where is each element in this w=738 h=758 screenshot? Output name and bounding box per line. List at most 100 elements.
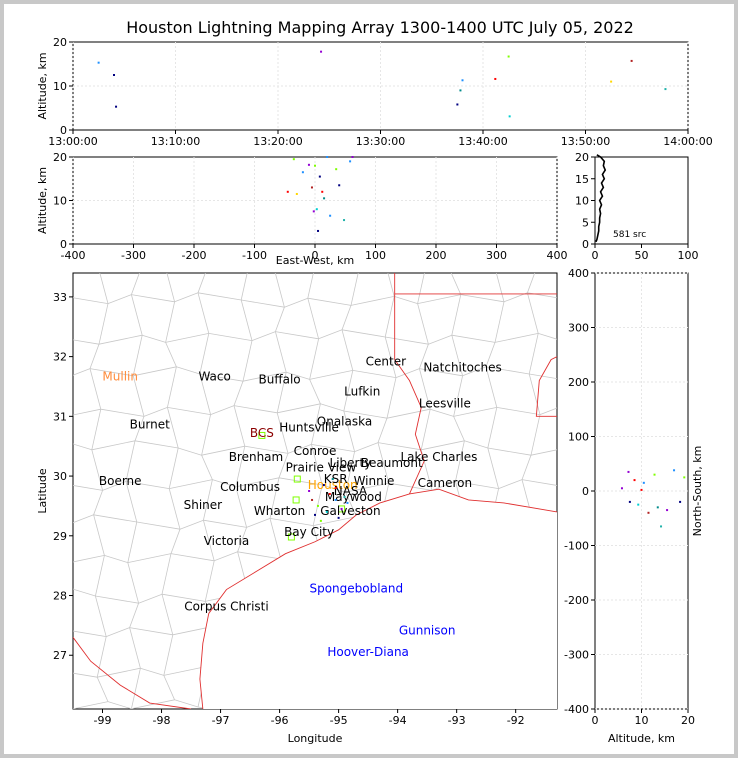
- place-label: Beaumont: [361, 456, 423, 470]
- county-border: [309, 370, 353, 380]
- county-border: [212, 479, 236, 488]
- place-label: Galveston: [320, 504, 380, 518]
- county-border: [269, 518, 314, 526]
- place-label: Gunnison: [399, 623, 456, 637]
- source-point: [321, 190, 324, 193]
- county-border: [322, 484, 346, 493]
- place-label: Houston: [308, 478, 358, 492]
- county-border: [169, 479, 213, 489]
- x-axis-label: Longitude: [288, 732, 343, 745]
- county-border: [131, 294, 143, 336]
- x-tick-label: -99: [94, 714, 112, 727]
- county-border: [313, 516, 357, 526]
- y-tick-label: 31: [53, 410, 67, 423]
- y-tick-label: 0: [60, 238, 67, 251]
- county-border: [494, 333, 539, 343]
- place-label: Winnie: [354, 474, 395, 488]
- county-border: [275, 307, 285, 332]
- y-tick-label: 400: [568, 267, 589, 280]
- county-border: [460, 294, 505, 303]
- county-border: [388, 482, 433, 491]
- y-tick-label: 10: [575, 195, 589, 208]
- source-point: [312, 210, 315, 213]
- county-border: [494, 301, 505, 343]
- county-border: [73, 297, 109, 304]
- y-tick-label: 0: [60, 124, 67, 137]
- county-border: [178, 447, 202, 456]
- place-label: Mullin: [102, 370, 138, 384]
- x-tick-label: 14:00:00: [663, 135, 712, 148]
- county-border: [125, 481, 138, 523]
- county-border: [309, 379, 321, 404]
- source-point: [660, 525, 663, 528]
- county-border: [163, 666, 208, 676]
- x-tick-label: 0: [592, 249, 599, 262]
- county-border: [73, 701, 109, 709]
- x-tick-label: 13:40:00: [458, 135, 507, 148]
- place-label: Prairie View: [286, 460, 357, 474]
- county-border: [73, 368, 91, 376]
- county-border: [133, 366, 177, 377]
- county-border: [142, 334, 166, 343]
- county-border: [528, 333, 539, 375]
- x-tick-label: -200: [182, 249, 207, 262]
- county-border: [417, 303, 429, 345]
- x-tick-label: -98: [153, 714, 171, 727]
- county-border: [167, 407, 211, 415]
- county-border: [131, 699, 175, 709]
- county-border: [462, 366, 487, 377]
- county-border: [73, 408, 101, 416]
- source-point: [317, 229, 320, 232]
- county-border: [350, 296, 395, 306]
- source-point: [308, 490, 311, 492]
- source-point: [310, 186, 313, 189]
- source-point: [325, 510, 328, 513]
- county-border: [354, 442, 379, 452]
- county-border: [529, 373, 557, 380]
- source-point: [666, 509, 669, 512]
- county-border: [132, 335, 143, 376]
- x-axis-label: Altitude, km: [608, 732, 675, 745]
- county-border: [95, 595, 107, 637]
- county-border: [91, 409, 102, 450]
- source-point: [683, 476, 686, 479]
- y-tick-label: -200: [564, 594, 589, 607]
- map-panel: Mullin Waco Buffalo Lufkin Center Natchitoche…: [36, 272, 558, 745]
- altitude-histogram-panel: 0 50 100 0 5 10 15 20 581 src: [575, 151, 699, 262]
- county-border: [343, 370, 354, 412]
- x-tick-label: 0: [592, 714, 599, 727]
- source-point: [323, 197, 326, 200]
- county-border: [244, 445, 289, 454]
- y-axis-label: Altitude, km: [36, 167, 49, 234]
- county-border: [343, 410, 388, 419]
- north-south-panel: 0 10 20 -400 -300 -200 -100 0 100 200 300 400 Altitu…: [564, 267, 704, 745]
- source-point: [346, 501, 349, 504]
- county-border: [377, 442, 422, 451]
- source-point: [664, 88, 667, 91]
- county-border: [527, 292, 539, 334]
- county-border: [341, 329, 354, 371]
- county-border: [395, 368, 420, 378]
- county-border: [161, 593, 206, 602]
- county-border: [485, 366, 530, 375]
- place-label: Natchitoches: [423, 361, 501, 375]
- county-border: [311, 444, 355, 452]
- county-border: [210, 405, 235, 415]
- county-border: [170, 529, 181, 554]
- y-tick-label: 30: [53, 470, 67, 483]
- y-tick-label: 20: [53, 151, 67, 164]
- county-border: [104, 555, 128, 563]
- x-tick-label: 13:50:00: [561, 135, 610, 148]
- county-border: [199, 373, 244, 382]
- county-border: [129, 603, 139, 628]
- x-tick-label: 300: [486, 249, 507, 262]
- county-border: [235, 486, 247, 528]
- county-border: [107, 294, 132, 304]
- y-axis-label: Latitude: [36, 468, 49, 514]
- x-tick-label: 200: [426, 249, 447, 262]
- county-border: [89, 368, 134, 377]
- county-border: [201, 445, 245, 456]
- source-point: [340, 507, 343, 510]
- place-label: Conroe: [294, 444, 337, 458]
- county-border: [394, 296, 418, 304]
